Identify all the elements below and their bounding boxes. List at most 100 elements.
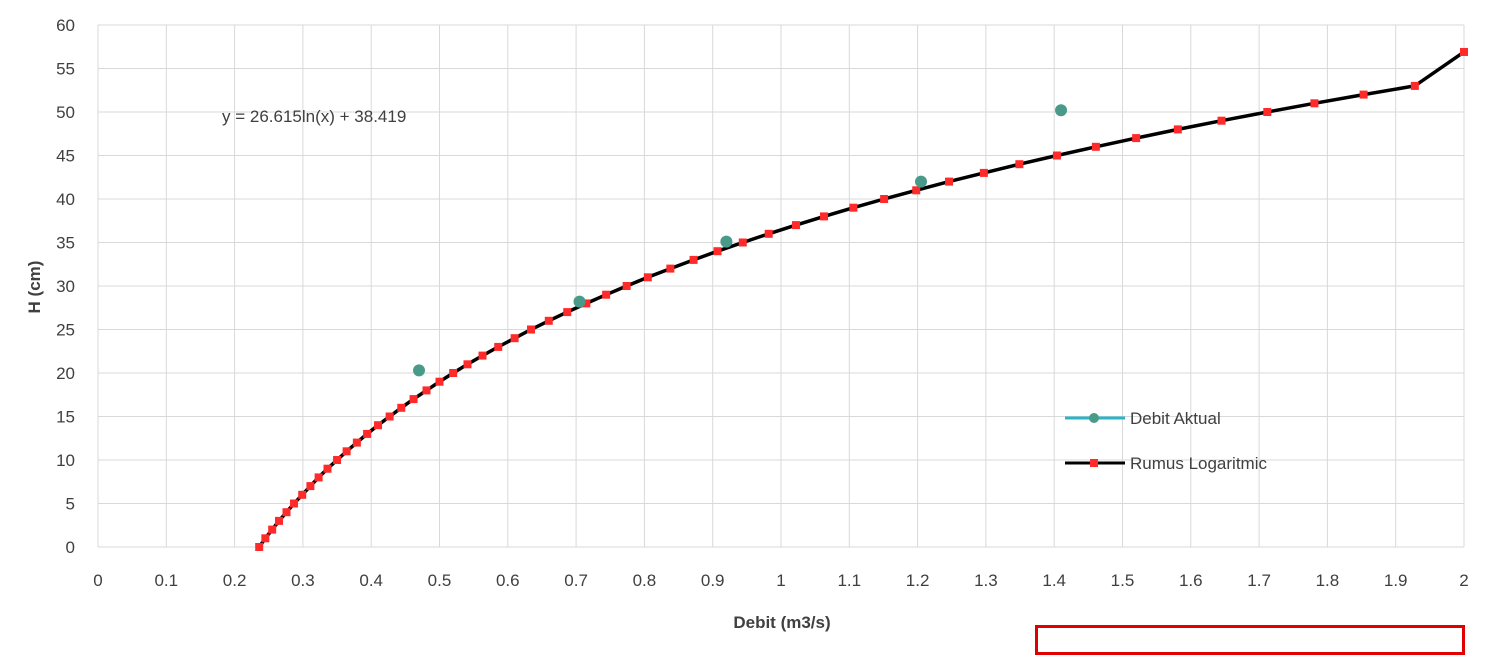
grid: [97, 24, 1465, 548]
data-point-rumus-logaritmic: [849, 203, 858, 212]
x-tick-label: 0.8: [633, 571, 657, 590]
data-point-rumus-logaritmic: [602, 290, 611, 299]
data-point-rumus-logaritmic: [792, 221, 801, 230]
data-point-rumus-logaritmic: [689, 255, 698, 264]
x-tick-label: 1.1: [837, 571, 861, 590]
data-point-rumus-logaritmic: [385, 412, 394, 421]
data-point-rumus-logaritmic: [643, 273, 652, 282]
chart: 0 5 10 15 20 25 30 35 40 45 50 55 60 0 0.1 0.2 0.3 0.4 0.…: [25, 16, 1469, 632]
data-point-rumus-logaritmic: [449, 369, 458, 377]
highlight-box: [1035, 625, 1465, 655]
y-tick-label: 25: [56, 321, 75, 340]
data-point-rumus-logaritmic: [1052, 151, 1061, 160]
data-point-rumus-logaritmic: [298, 490, 307, 499]
data-point-rumus-logaritmic: [945, 177, 954, 186]
data-point-rumus-logaritmic: [979, 168, 988, 177]
data-point-debit-aktual: [720, 235, 733, 248]
data-point-rumus-logaritmic: [1217, 116, 1226, 125]
data-point-rumus-logaritmic: [527, 325, 536, 334]
x-tick-label: 1: [776, 571, 785, 590]
y-tick-label: 55: [56, 60, 75, 79]
y-axis-title: H (cm): [25, 261, 44, 314]
y-tick-label: 20: [56, 364, 75, 383]
data-point-rumus-logaritmic: [738, 238, 747, 247]
x-tick-label: 1.6: [1179, 571, 1203, 590]
data-point-rumus-logaritmic: [1015, 160, 1024, 169]
data-point-rumus-logaritmic: [1263, 108, 1272, 116]
data-point-rumus-logaritmic: [274, 516, 283, 525]
x-tick-label: 0.7: [564, 571, 588, 590]
data-point-rumus-logaritmic: [563, 308, 572, 317]
x-tick-label: 1.7: [1247, 571, 1271, 590]
legend: Debit Aktual Rumus Logaritmic: [1065, 409, 1267, 473]
data-point-rumus-logaritmic: [1410, 81, 1419, 90]
x-tick-label: 0.3: [291, 571, 315, 590]
data-point-rumus-logaritmic: [713, 247, 722, 256]
data-point-debit-aktual: [413, 364, 426, 377]
x-tick-label: 1.2: [906, 571, 930, 590]
x-tick-label: 0.1: [154, 571, 178, 590]
data-point-rumus-logaritmic: [352, 438, 361, 447]
x-axis-title: Debit (m3/s): [733, 613, 830, 632]
data-point-rumus-logaritmic: [282, 508, 291, 517]
data-point-rumus-logaritmic: [478, 351, 487, 360]
data-point-rumus-logaritmic: [666, 264, 675, 273]
y-tick-label: 50: [56, 103, 75, 122]
y-tick-label: 5: [66, 495, 75, 514]
x-tick-label: 1.8: [1316, 571, 1340, 590]
data-point-rumus-logaritmic: [1310, 99, 1319, 108]
data-point-rumus-logaritmic: [622, 282, 631, 290]
data-point-rumus-logaritmic: [323, 464, 332, 473]
data-point-rumus-logaritmic: [463, 360, 472, 369]
y-tick-label: 40: [56, 190, 75, 209]
data-point-rumus-logaritmic: [820, 212, 829, 221]
legend-item-rumus-logaritmic: Rumus Logaritmic: [1065, 454, 1267, 473]
data-point-rumus-logaritmic: [363, 429, 372, 438]
data-point-debit-aktual: [915, 175, 928, 188]
data-point-rumus-logaritmic: [1091, 142, 1100, 151]
x-tick-label: 2: [1459, 571, 1468, 590]
data-point-rumus-logaritmic: [422, 386, 431, 395]
x-tick-label: 1.4: [1042, 571, 1066, 590]
data-point-debit-aktual: [1055, 104, 1068, 117]
x-tick-label: 0.5: [428, 571, 452, 590]
data-point-rumus-logaritmic: [544, 316, 553, 325]
y-tick-label: 35: [56, 234, 75, 253]
data-point-rumus-logaritmic: [912, 186, 921, 195]
y-tick-label: 30: [56, 277, 75, 296]
data-point-rumus-logaritmic: [268, 525, 277, 534]
x-tick-label: 0.2: [223, 571, 247, 590]
x-tick-label: 0.6: [496, 571, 520, 590]
x-tick-label: 0.4: [359, 571, 383, 590]
legend-item-debit-aktual: Debit Aktual: [1065, 409, 1221, 428]
data-point-rumus-logaritmic: [582, 299, 591, 308]
legend-label-rumus-logaritmic: Rumus Logaritmic: [1130, 454, 1267, 473]
data-point-debit-aktual: [573, 295, 586, 308]
x-tick-label: 1.5: [1111, 571, 1135, 590]
y-tick-label: 45: [56, 147, 75, 166]
x-tick-label: 1.9: [1384, 571, 1408, 590]
data-point-rumus-logaritmic: [397, 403, 406, 412]
data-point-rumus-logaritmic: [342, 447, 351, 456]
data-point-rumus-logaritmic: [314, 473, 323, 482]
data-point-rumus-logaritmic: [261, 534, 270, 543]
data-point-rumus-logaritmic: [1132, 134, 1141, 143]
y-axis-ticks: 0 5 10 15 20 25 30 35 40 45 50 55 60: [56, 16, 75, 557]
x-tick-label: 1.3: [974, 571, 998, 590]
data-point-rumus-logaritmic: [494, 342, 503, 351]
data-point-rumus-logaritmic: [1460, 47, 1468, 56]
data-point-rumus-logaritmic: [1359, 90, 1368, 99]
data-point-rumus-logaritmic: [409, 395, 418, 404]
data-point-rumus-logaritmic: [306, 482, 315, 491]
data-point-rumus-logaritmic: [290, 499, 299, 508]
legend-marker-debit-aktual: [1089, 413, 1099, 423]
data-point-rumus-logaritmic: [880, 195, 889, 203]
x-tick-label: 0: [93, 571, 102, 590]
legend-label-debit-aktual: Debit Aktual: [1130, 409, 1221, 428]
x-axis-ticks: 0 0.1 0.2 0.3 0.4 0.5 0.6 0.7 0.8 0.9 1 1.1 1.2 1.3 1.…: [93, 571, 1468, 590]
data-point-rumus-logaritmic: [435, 377, 444, 386]
data-point-rumus-logaritmic: [764, 229, 773, 238]
x-tick-label: 0.9: [701, 571, 725, 590]
equation-label: y = 26.615ln(x) + 38.419: [222, 107, 406, 126]
y-tick-label: 0: [66, 538, 75, 557]
